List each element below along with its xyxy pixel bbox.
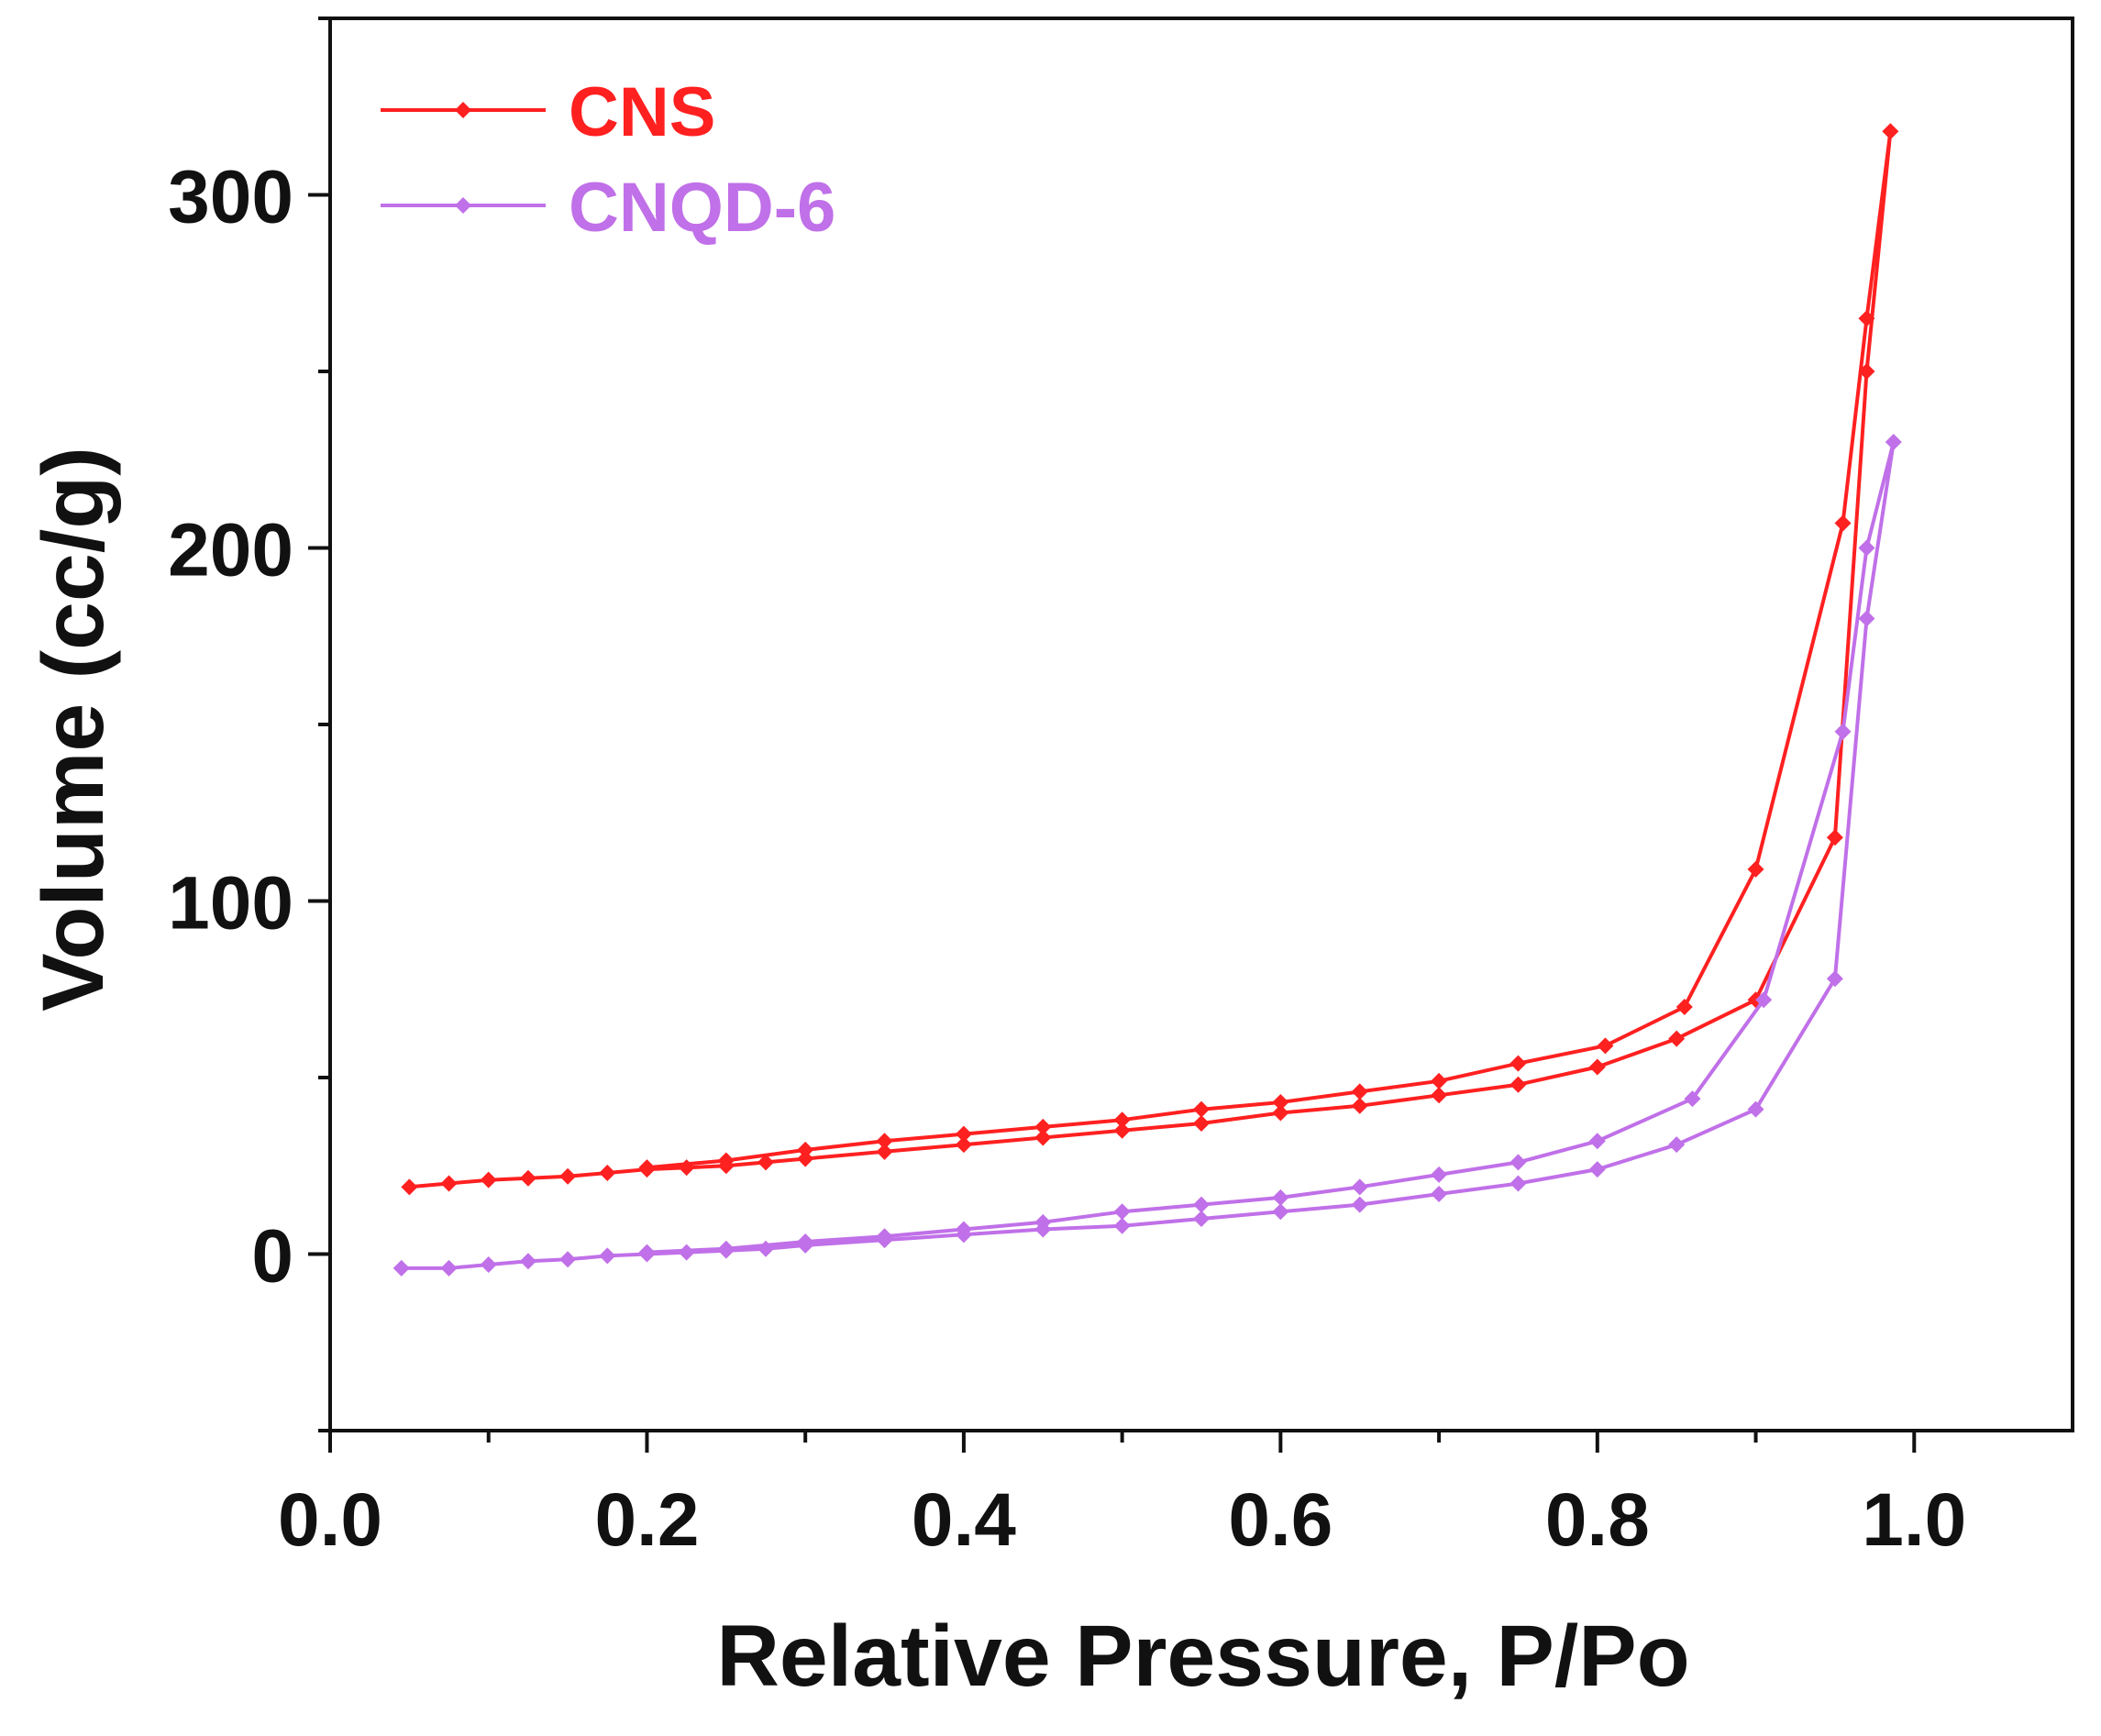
data-point-cns xyxy=(1509,1076,1527,1093)
data-point-cnqd-6 xyxy=(559,1251,577,1268)
x-tick-label: 0.0 xyxy=(278,1478,382,1562)
data-point-cnqd-6 xyxy=(1885,434,1902,450)
data-point-cnqd-6 xyxy=(519,1253,536,1270)
data-point-cnqd-6 xyxy=(1034,1213,1052,1231)
data-point-cns xyxy=(1826,829,1843,846)
data-point-cns xyxy=(1034,1129,1052,1146)
data-point-cns xyxy=(480,1171,497,1189)
data-point-cns xyxy=(1431,1072,1448,1089)
data-point-cnqd-6 xyxy=(440,1259,458,1277)
x-axis-label: Relative Pressure, P/Po xyxy=(716,1608,1689,1705)
data-point-cnqd-6 xyxy=(1826,970,1843,988)
x-tick-label: 0.6 xyxy=(1228,1478,1332,1562)
data-point-cns xyxy=(1351,1097,1368,1114)
data-point-cns xyxy=(955,1125,972,1143)
data-point-cnqd-6 xyxy=(638,1244,656,1261)
data-point-cnqd-6 xyxy=(1272,1189,1289,1206)
data-point-cns xyxy=(876,1133,893,1150)
data-point-cns xyxy=(797,1141,814,1158)
legend-marker-cnqd-6 xyxy=(455,197,471,214)
x-tick-label: 0.2 xyxy=(594,1478,699,1562)
data-point-cnqd-6 xyxy=(1588,1133,1606,1150)
x-tick-label: 0.4 xyxy=(912,1478,1016,1562)
data-point-cnqd-6 xyxy=(1351,1178,1368,1196)
data-point-cnqd-6 xyxy=(480,1256,497,1274)
data-point-cnqd-6 xyxy=(1858,610,1875,627)
data-point-cnqd-6 xyxy=(797,1233,814,1251)
data-point-cnqd-6 xyxy=(1193,1211,1210,1227)
y-tick-label: 300 xyxy=(168,156,293,239)
data-point-cns xyxy=(678,1159,695,1177)
data-point-cnqd-6 xyxy=(1755,991,1773,1009)
data-point-cns xyxy=(1272,1104,1289,1122)
data-point-cns xyxy=(1272,1093,1289,1111)
data-point-cns xyxy=(1882,123,1899,140)
data-point-cnqd-6 xyxy=(1509,1154,1527,1171)
data-point-cns xyxy=(1034,1118,1052,1135)
data-point-cnqd-6 xyxy=(1351,1196,1368,1213)
data-point-cnqd-6 xyxy=(1588,1161,1606,1178)
data-point-cnqd-6 xyxy=(393,1259,410,1277)
legend-label-cnqd-6: CNQD-6 xyxy=(569,169,835,247)
data-point-cns xyxy=(1351,1083,1368,1100)
y-tick-label: 0 xyxy=(251,1215,293,1299)
data-point-cns xyxy=(599,1164,616,1181)
x-tick-label: 1.0 xyxy=(1862,1478,1966,1562)
data-point-cns xyxy=(757,1154,774,1171)
y-axis-label: Volume (cc/g) xyxy=(25,447,122,1012)
x-tick-label: 0.8 xyxy=(1545,1478,1650,1562)
data-point-cns xyxy=(1193,1115,1210,1133)
data-point-cnqd-6 xyxy=(717,1240,735,1257)
data-point-cns xyxy=(1858,310,1875,327)
legend-label-cns: CNS xyxy=(569,73,715,151)
data-point-cns xyxy=(717,1152,735,1169)
data-point-cns xyxy=(440,1175,458,1192)
data-point-cns xyxy=(638,1159,656,1177)
data-point-cnqd-6 xyxy=(1858,539,1875,557)
data-point-cnqd-6 xyxy=(1272,1203,1289,1221)
data-point-cns xyxy=(1675,999,1693,1015)
data-point-cnqd-6 xyxy=(1834,723,1852,740)
data-point-cnqd-6 xyxy=(1509,1175,1527,1192)
data-point-cns xyxy=(876,1143,893,1160)
data-point-cns xyxy=(1509,1055,1527,1072)
data-point-cns xyxy=(1747,860,1764,878)
data-point-cns xyxy=(559,1167,577,1185)
legend-marker-cns xyxy=(455,102,471,118)
data-point-cnqd-6 xyxy=(1113,1217,1131,1234)
data-point-cnqd-6 xyxy=(599,1247,616,1265)
data-point-cns xyxy=(519,1169,536,1187)
data-point-cns xyxy=(955,1136,972,1154)
data-point-cnqd-6 xyxy=(1668,1136,1686,1154)
data-point-cns xyxy=(1597,1037,1614,1055)
data-point-cns xyxy=(1113,1111,1131,1129)
data-point-cnqd-6 xyxy=(1747,1100,1764,1118)
data-point-cnqd-6 xyxy=(757,1240,774,1257)
data-point-cns xyxy=(1858,363,1875,380)
y-tick-label: 100 xyxy=(168,862,293,945)
data-point-cnqd-6 xyxy=(1431,1186,1448,1203)
y-tick-label: 200 xyxy=(168,509,293,592)
data-point-cns xyxy=(401,1178,418,1196)
data-point-cnqd-6 xyxy=(1193,1196,1210,1213)
data-point-cns xyxy=(797,1150,814,1167)
legend: CNS CNQD-6 xyxy=(381,73,835,247)
chart-axes: 0.0 0.2 0.4 0.6 0.8 1.0 0 100 200 300 xyxy=(168,17,2074,1562)
data-point-cnqd-6 xyxy=(1431,1166,1448,1183)
data-point-cnqd-6 xyxy=(876,1228,893,1245)
data-point-cnqd-6 xyxy=(955,1221,972,1238)
data-point-cnqd-6 xyxy=(678,1244,695,1261)
data-point-cns xyxy=(1834,514,1852,532)
data-point-cns xyxy=(1588,1058,1606,1076)
data-point-cnqd-6 xyxy=(1684,1090,1701,1108)
data-point-cns xyxy=(1113,1122,1131,1139)
data-point-cns xyxy=(1668,1030,1686,1047)
chart-marks xyxy=(393,123,1902,1277)
data-point-cns xyxy=(1431,1087,1448,1104)
data-point-cnqd-6 xyxy=(1113,1203,1131,1221)
data-point-cns xyxy=(1193,1100,1210,1118)
